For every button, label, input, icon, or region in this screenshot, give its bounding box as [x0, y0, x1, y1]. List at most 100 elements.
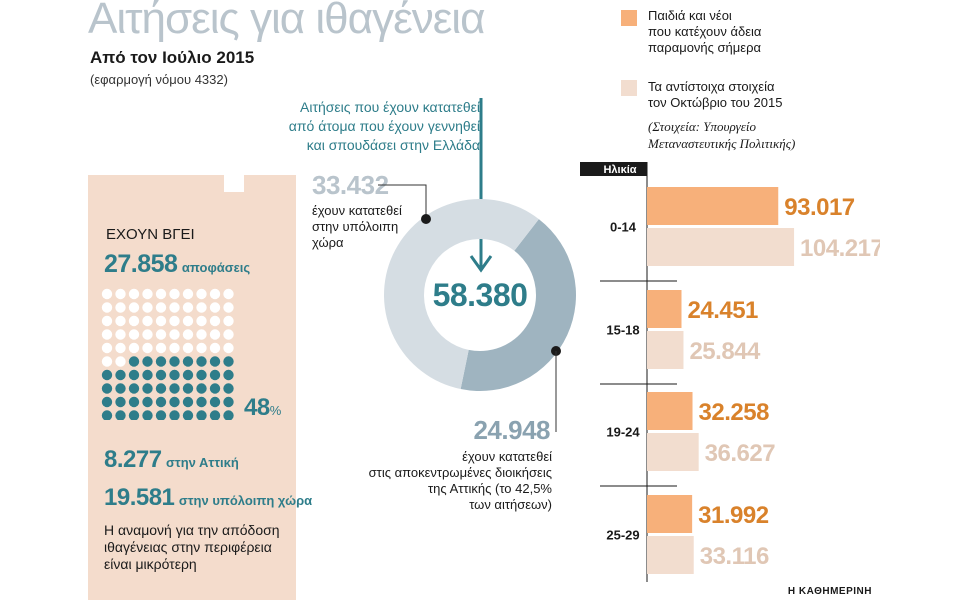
- brand-logo: Η ΚΑΘΗΜΕΡΙΝΗ: [787, 586, 872, 597]
- category-label: 15-18: [606, 323, 639, 338]
- donut-total-value: 58.380: [432, 277, 528, 313]
- dot-filled: [115, 383, 126, 394]
- bar: [647, 187, 779, 225]
- dot-empty: [209, 288, 221, 300]
- dot-filled: [223, 396, 234, 408]
- dot-filled: [128, 410, 140, 420]
- dot-filled: [142, 383, 153, 394]
- dot-empty: [155, 302, 167, 313]
- dot-filled: [223, 369, 234, 381]
- dot-empty: [223, 342, 234, 354]
- decisions-attica-label: στην Αττική: [166, 455, 239, 470]
- dot-empty: [101, 315, 113, 327]
- bar: [647, 331, 684, 369]
- dot-filled: [101, 369, 113, 381]
- dot-empty: [169, 342, 180, 354]
- dot-filled: [155, 396, 167, 408]
- dot-filled: [115, 396, 126, 408]
- dot-filled: [182, 410, 194, 420]
- donut-rest-value: 33.432: [312, 170, 389, 200]
- dot-empty: [209, 329, 221, 340]
- dot-empty: [196, 288, 207, 300]
- dot-empty: [223, 302, 234, 313]
- dot-filled: [223, 410, 234, 420]
- bar-value-label: 31.992: [698, 502, 769, 529]
- dot-filled: [223, 356, 234, 367]
- dot-empty: [196, 315, 207, 327]
- bar: [647, 290, 682, 328]
- callout-text: Αιτήσεις που έχουν κατατεθεί από άτομα π…: [288, 99, 480, 153]
- category-label: 0-14: [610, 220, 637, 235]
- decisions-percent-sign: %: [269, 403, 282, 418]
- dot-empty: [209, 315, 221, 327]
- dot-empty: [169, 288, 180, 300]
- subtitle: Από τον Ιούλιο 2015: [90, 48, 255, 67]
- legend-swatch-current: [621, 10, 637, 26]
- dot-filled: [128, 369, 140, 381]
- dot-empty: [209, 342, 221, 354]
- donut-total: 58.380: [380, 277, 580, 314]
- donut-rest-leader: [378, 184, 431, 224]
- dot-filled: [128, 396, 140, 408]
- axis-label: Ηλικία: [603, 164, 636, 176]
- bar-value-label: 33.116: [700, 543, 769, 570]
- dot-filled: [182, 383, 194, 394]
- callout-arrow-icon: [469, 98, 493, 273]
- dot-empty: [209, 302, 221, 313]
- decisions-total-label: αποφάσεις: [181, 260, 251, 275]
- dot-filled: [209, 396, 221, 408]
- bar-value-label: 25.844: [689, 338, 761, 365]
- bar-value-label: 24.451: [688, 297, 759, 324]
- dot-empty: [142, 329, 153, 340]
- legend-label-current: Παιδιά και νέοι που κατέχουν άδεια παραμ…: [648, 8, 762, 55]
- bar: [647, 536, 694, 574]
- dot-empty: [101, 302, 113, 313]
- dot-filled: [196, 396, 207, 408]
- dot-empty: [128, 302, 140, 313]
- decisions-percent-value: 48: [244, 394, 270, 421]
- dot-filled: [169, 383, 180, 394]
- dot-filled: [155, 369, 167, 381]
- bar: [647, 495, 693, 533]
- dot-empty: [182, 288, 194, 300]
- dot-filled: [209, 356, 221, 367]
- dot-filled: [128, 383, 140, 394]
- decisions-rest: 19.581 στην υπόλοιπη χώρα: [104, 484, 312, 512]
- dot-empty: [115, 342, 126, 354]
- dot-empty: [169, 329, 180, 340]
- dot-filled: [223, 383, 234, 394]
- bar-value-label: 32.258: [699, 399, 770, 426]
- dot-filled: [196, 383, 207, 394]
- bar-value-label: 104.217: [800, 235, 880, 262]
- dot-empty: [115, 329, 126, 340]
- dot-empty: [115, 356, 126, 367]
- donut-attica-text: έχουν κατατεθεί στις αποκεντρωμένες διοι…: [368, 449, 552, 512]
- dot-filled: [128, 356, 140, 367]
- panel-notch: [224, 172, 244, 192]
- dot-empty: [155, 342, 167, 354]
- dot-filled: [196, 356, 207, 367]
- bar-value-label: 36.627: [705, 440, 776, 467]
- dot-filled: [196, 410, 207, 420]
- dot-filled: [101, 396, 113, 408]
- bar-value-label: 93.017: [784, 194, 855, 221]
- dot-empty: [128, 342, 140, 354]
- dot-empty: [101, 342, 113, 354]
- decisions-heading: ΕΧΟΥΝ ΒΓΕΙ: [106, 226, 195, 243]
- dot-filled: [169, 396, 180, 408]
- decisions-attica: 8.277 στην Αττική: [104, 446, 239, 474]
- bar: [647, 433, 699, 471]
- dot-empty: [142, 302, 153, 313]
- dot-filled: [169, 369, 180, 381]
- donut-rest-text: έχουν κατατεθεί στην υπόλοιπη χώρα: [312, 203, 402, 250]
- donut-chart: [384, 198, 576, 392]
- donut-attica-value: 24.948: [473, 415, 550, 445]
- category-label: 25-29: [606, 528, 639, 543]
- dot-filled: [115, 369, 126, 381]
- dot-empty: [182, 315, 194, 327]
- dot-filled: [101, 410, 113, 420]
- dot-filled: [169, 356, 180, 367]
- dot-empty: [223, 288, 234, 300]
- dot-filled: [155, 410, 167, 420]
- donut-attica-leader: [551, 346, 561, 432]
